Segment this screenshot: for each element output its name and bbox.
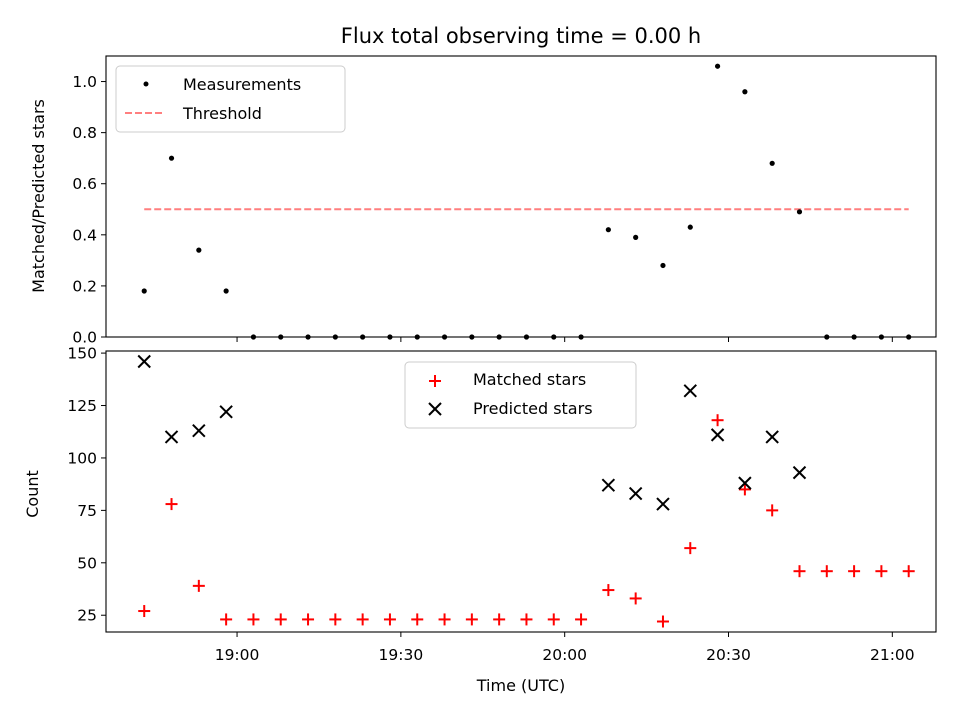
- top-data-marks: [141, 63, 912, 340]
- predicted-star-point: [738, 476, 752, 490]
- matched-star-point: [629, 592, 642, 605]
- bottom-legend: Matched stars Predicted stars: [404, 361, 637, 429]
- matched-star-point: [602, 584, 615, 597]
- predicted-star-point: [164, 430, 179, 444]
- matched-star-point: [192, 579, 205, 592]
- predicted-star-point: [656, 497, 670, 511]
- top-y-tick-label: 0.6: [72, 175, 97, 193]
- matched-star-point: [138, 605, 151, 618]
- predicted-star-point: [192, 423, 206, 438]
- predicted-star-point: [137, 354, 151, 369]
- bottom-y-ticks: 25 50 75 100 125 150: [67, 345, 106, 625]
- bottom-y-tick-label: 125: [67, 397, 97, 415]
- top-x-ticks: [236, 337, 893, 342]
- x-tick-label: 20:30: [706, 646, 751, 664]
- measurement-point: [796, 209, 803, 215]
- bottom-y-tick-label: 100: [67, 449, 97, 467]
- legend-marker-predicted-stars: [428, 402, 442, 416]
- bottom-legend-box: [404, 361, 637, 429]
- bottom-y-tick-label: 75: [77, 502, 97, 520]
- matched-star-point: [220, 613, 233, 626]
- matched-star-point: [465, 613, 478, 626]
- matched-star-point: [820, 565, 833, 578]
- top-y-tick-label: 0.8: [72, 124, 97, 142]
- measurement-point: [141, 288, 147, 294]
- matched-star-point: [766, 504, 779, 517]
- measurement-point: [168, 155, 175, 161]
- legend-marker-matched-stars: [429, 375, 441, 387]
- matched-star-point: [329, 613, 342, 626]
- legend-marker-measurements: [143, 81, 149, 87]
- measurement-point: [660, 262, 666, 269]
- legend-label-matched-stars: Matched stars: [473, 370, 586, 389]
- bottom-x-ticks: 19:00 19:30 20:00 20:30 21:00: [215, 632, 915, 664]
- matched-star-point: [793, 565, 806, 578]
- predicted-star-point: [601, 478, 616, 492]
- predicted-star-point: [710, 428, 725, 442]
- bottom-y-tick-label: 25: [77, 607, 97, 625]
- top-y-tick-label: 0.2: [72, 277, 97, 295]
- matched-star-point: [493, 613, 506, 626]
- measurement-point: [605, 227, 611, 233]
- bottom-y-tick-label: 150: [67, 345, 97, 363]
- top-y-tick-label: 1.0: [72, 73, 97, 91]
- predicted-star-point: [219, 405, 233, 419]
- measurement-point: [769, 160, 775, 166]
- x-tick-label: 21:00: [870, 646, 915, 664]
- matched-star-point: [302, 613, 315, 626]
- matched-star-point: [875, 565, 888, 578]
- top-panel: Flux total observing time = 0.00 h Match…: [29, 24, 937, 347]
- matched-star-point: [738, 483, 751, 496]
- x-tick-label: 19:00: [215, 646, 260, 664]
- matched-star-point: [547, 613, 560, 626]
- x-tick-label: 19:30: [379, 646, 424, 664]
- predicted-star-point: [628, 486, 643, 501]
- matched-star-point: [383, 613, 396, 626]
- bottom-axes-frame: [105, 350, 937, 633]
- matched-star-point: [438, 613, 451, 626]
- matched-star-point: [274, 613, 287, 626]
- matched-star-point: [165, 498, 178, 511]
- matched-star-point: [848, 565, 861, 578]
- top-y-tick-label: 0.0: [72, 329, 97, 347]
- measurement-point: [223, 288, 229, 294]
- measurement-point: [196, 247, 202, 253]
- x-tick-label: 20:00: [542, 646, 587, 664]
- matched-star-point: [684, 542, 697, 555]
- matched-star-point: [711, 414, 724, 427]
- legend-label-threshold: Threshold: [182, 104, 262, 123]
- predicted-star-point: [683, 384, 697, 398]
- top-y-axis-label: Matched/Predicted stars: [29, 99, 48, 293]
- matched-star-point: [656, 615, 669, 628]
- measurement-point: [633, 234, 639, 240]
- top-y-tick-label: 0.4: [72, 226, 97, 244]
- top-legend-box: [115, 65, 346, 133]
- matched-star-point: [902, 565, 915, 578]
- matched-star-point: [575, 613, 588, 626]
- bottom-y-axis-label: Count: [23, 470, 42, 518]
- measurement-point: [714, 63, 721, 69]
- chart-title: Flux total observing time = 0.00 h: [341, 24, 701, 48]
- predicted-star-point: [792, 465, 807, 480]
- top-y-ticks: 0.0 0.2 0.4 0.6 0.8 1.0: [72, 73, 106, 347]
- predicted-star-point: [765, 430, 779, 444]
- bottom-data-marks: [137, 354, 915, 628]
- matched-star-point: [520, 613, 533, 626]
- top-axes-frame: [105, 55, 937, 338]
- legend-label-measurements: Measurements: [183, 75, 301, 94]
- bottom-y-tick-label: 50: [77, 554, 97, 572]
- x-axis-label: Time (UTC): [476, 676, 565, 695]
- measurement-point: [687, 224, 693, 230]
- matched-star-point: [411, 613, 424, 626]
- measurement-point: [742, 89, 748, 95]
- legend-label-predicted-stars: Predicted stars: [473, 399, 593, 418]
- matched-star-point: [247, 613, 260, 626]
- matched-star-point: [356, 613, 369, 626]
- top-legend: Measurements Threshold: [115, 65, 346, 133]
